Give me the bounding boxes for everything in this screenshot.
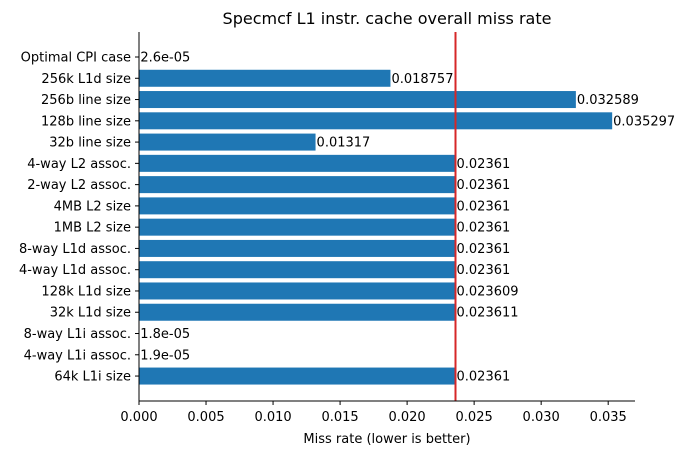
bar [139,91,576,109]
x-tick-label: 0.000 [120,410,157,425]
bar [139,239,456,257]
bar-value-label: 1.9e-05 [140,348,190,363]
bar-value-label: 0.018757 [391,72,453,87]
y-tick-label: 4-way L2 assoc. [27,157,131,172]
y-tick-label: Optimal CPI case [21,51,131,66]
y-tick-label: 32b line size [49,136,131,151]
bar-value-label: 0.035297 [613,114,675,129]
bar [139,69,391,87]
bar-value-label: 2.6e-05 [140,51,190,66]
bar-value-label: 0.02361 [457,370,511,385]
bar-value-label: 0.02361 [457,157,511,172]
y-tick-label: 8-way L1d assoc. [19,242,131,257]
bar [139,261,456,279]
x-tick-label: 0.025 [456,410,493,425]
x-tick-label: 0.020 [388,410,425,425]
chart-title: Specmcf L1 instr. cache overall miss rat… [223,9,552,28]
x-tick-label: 0.005 [187,410,224,425]
bar [139,176,456,194]
bar-value-label: 0.01317 [317,136,371,151]
y-tick-label: 4MB L2 size [54,199,131,214]
x-tick-label: 0.015 [321,410,358,425]
bar-value-label: 0.02361 [457,221,511,236]
y-tick-label: 128k L1d size [41,284,131,299]
bar [139,282,456,300]
bar-value-label: 0.032589 [577,93,639,108]
y-tick-label: 256b line size [41,93,131,108]
y-tick-label: 4-way L1d assoc. [19,263,131,278]
bar [139,112,613,130]
y-tick-label: 8-way L1i assoc. [24,327,131,342]
bar-value-label: 0.02361 [457,178,511,193]
y-tick-label: 128b line size [41,114,131,129]
plot-area: Optimal CPI case 2.6e-05 256k L1d size 0.01… [19,32,675,425]
bar [139,303,456,321]
bar [139,133,316,151]
x-tick-label: 0.010 [254,410,291,425]
y-tick-label: 1MB L2 size [54,221,131,236]
bar-value-label: 0.02361 [457,199,511,214]
x-axis-label: Miss rate (lower is better) [303,432,470,447]
x-tick-label: 0.035 [590,410,627,425]
y-tick-label: 4-way L1i assoc. [24,348,131,363]
y-tick-label: 256k L1d size [41,72,131,87]
y-tick-label: 2-way L2 assoc. [27,178,131,193]
y-tick-label: 64k L1i size [54,370,131,385]
bar [139,218,456,236]
bar [139,367,456,385]
bar-value-label: 0.023609 [456,284,518,299]
x-tick-label: 0.030 [523,410,560,425]
bar-value-label: 0.02361 [457,263,511,278]
bar-value-label: 0.023611 [457,306,519,321]
bar-value-label: 1.8e-05 [140,327,190,342]
bar [139,197,456,215]
bar-value-label: 0.02361 [457,242,511,257]
bar [139,154,456,172]
y-tick-label: 32k L1d size [50,306,131,321]
